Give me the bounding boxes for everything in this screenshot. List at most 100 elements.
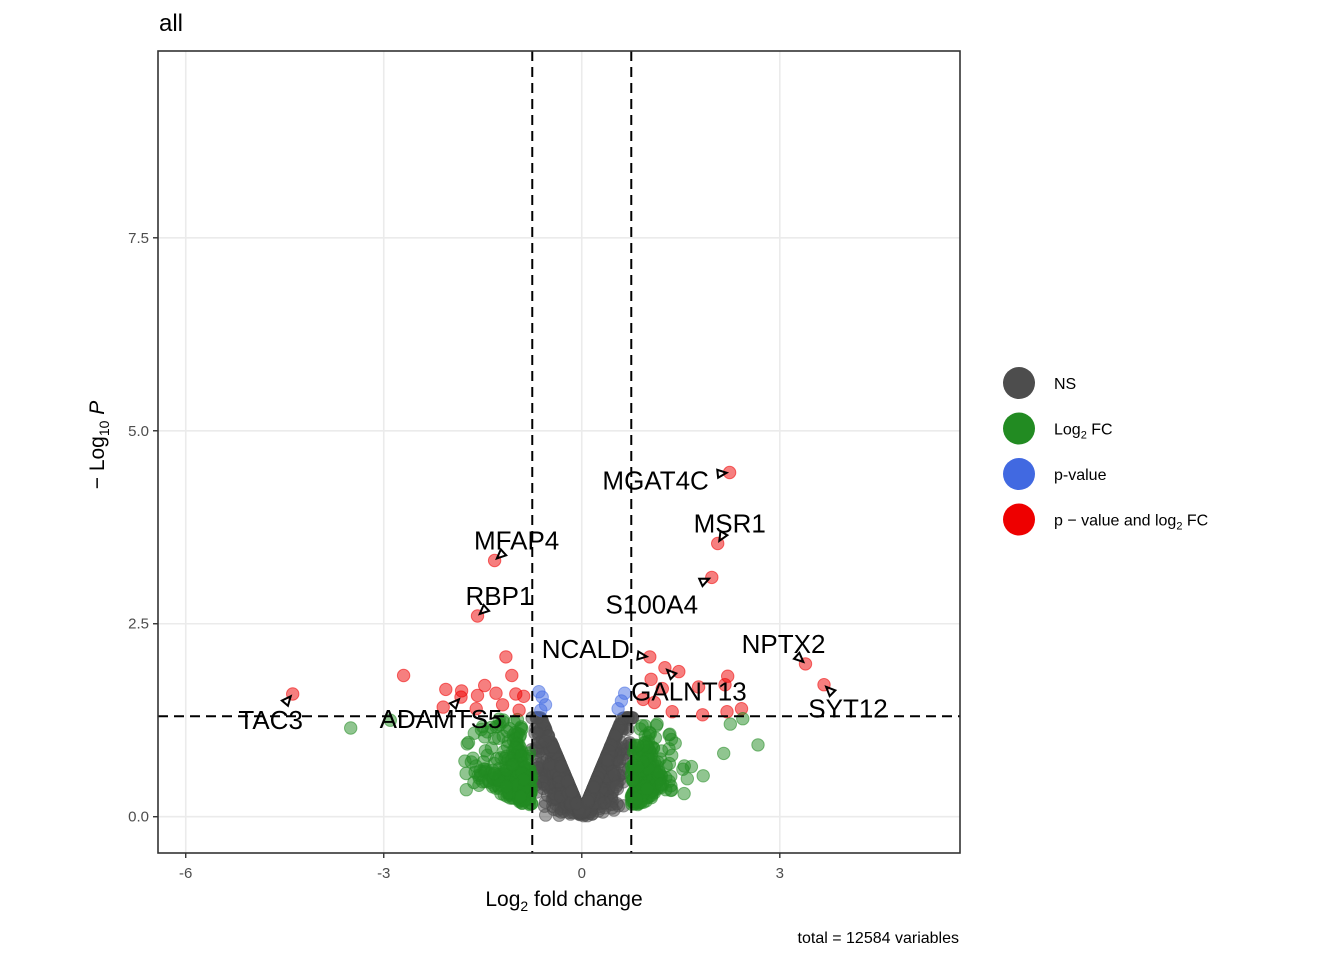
fc-point (717, 746, 731, 761)
y-axis-title: − Log10 P (86, 401, 112, 490)
fc-point (514, 789, 528, 804)
fc-point (502, 721, 517, 736)
sig-point (439, 682, 453, 697)
label-arrow-syt12 (824, 685, 838, 698)
fc-point (751, 738, 765, 752)
label-arrow-msr1 (718, 529, 730, 544)
labeled-point-adamts5 (454, 690, 468, 704)
legend-label-fc_p: p − value and log2 FC (1054, 513, 1208, 533)
ns-point (604, 738, 618, 752)
x-tick-label: 0 (578, 865, 586, 882)
fc-point (680, 772, 694, 786)
label-arrow-tac3 (280, 694, 293, 708)
fc-point (736, 712, 750, 726)
fc-point (654, 744, 669, 758)
x-axis-title: Log2 fold change (485, 888, 642, 914)
fc-point (514, 748, 528, 763)
y-axis-title-p: P (86, 401, 109, 421)
fc-point (459, 783, 473, 797)
x-tick-label: -6 (179, 865, 192, 882)
sig-point (655, 681, 669, 696)
label-arrow-s100a4 (697, 577, 712, 588)
y-tick-label: 5.0 (128, 423, 149, 440)
cutoff-lines (158, 51, 960, 853)
y-tick-label: 2.5 (128, 616, 149, 633)
sig-point (517, 689, 531, 703)
fc-point (489, 720, 503, 734)
sig-point (396, 668, 411, 683)
sig-point (691, 680, 706, 694)
label-arrow-ncald (636, 649, 650, 661)
sig-point (695, 708, 710, 722)
ns-point (609, 779, 623, 794)
fc-point (487, 766, 502, 781)
sig-point (499, 650, 513, 664)
sig-point (720, 705, 734, 719)
fc-point (662, 756, 677, 771)
fc-point (467, 726, 481, 740)
panel-background (158, 51, 960, 853)
caption-total: total = 12584 variables (798, 930, 959, 947)
y-axis-title-main: − Log (86, 436, 109, 489)
fc-point (517, 772, 531, 787)
y-axis-title-sub: 10 (96, 420, 112, 436)
legend: NS Log2 FC p-value p − value and log2 FC (1003, 367, 1208, 536)
x-axis-title-tail: fold change (528, 888, 642, 911)
fc-point (650, 717, 664, 731)
pvalue-point (534, 703, 548, 717)
fc-point (696, 769, 710, 783)
ns-point (542, 757, 556, 772)
fc-point (478, 744, 493, 758)
fc-point (663, 727, 677, 741)
panel-border (157, 50, 961, 854)
label-arrow-nptx2 (792, 651, 806, 664)
sig-point (478, 678, 492, 693)
x-axis-title-main: Log (485, 888, 520, 911)
sig-point (436, 700, 450, 714)
sig-point (512, 703, 526, 717)
fc-point (626, 773, 640, 787)
sig-point (489, 686, 503, 700)
y-tick-label: 0.0 (128, 809, 149, 826)
legend-label-fc: Log2 FC (1054, 422, 1113, 442)
ns-point (597, 795, 612, 810)
y-tick-label: 7.5 (128, 230, 149, 247)
label-arrow-galnt13 (665, 668, 679, 681)
fc-point (499, 779, 513, 794)
fc-point (630, 792, 644, 806)
ns-point (554, 759, 568, 774)
gene-label-galnt13: GALNT13 (631, 677, 747, 707)
legend-key-p (1003, 458, 1035, 490)
x-axis: -6 -3 0 3 (179, 853, 784, 882)
ns-point (601, 753, 615, 768)
gene-label-nptx2: NPTX2 (742, 629, 826, 659)
x-tick-label: 3 (776, 865, 784, 882)
ns-point (581, 794, 595, 808)
fc-point (723, 717, 737, 731)
y-axis: 0.0 2.5 5.0 7.5 (128, 230, 158, 826)
gene-label-rbp1: RBP1 (466, 581, 534, 611)
fc-point (665, 783, 679, 797)
sig-point (647, 695, 662, 710)
sig-point (495, 698, 510, 712)
legend-key-fc (1003, 412, 1035, 445)
fc-point (652, 765, 666, 779)
sig-point (718, 678, 732, 692)
label-arrow-rbp1 (477, 603, 491, 616)
sig-point (665, 705, 679, 719)
fc-point (458, 754, 472, 768)
legend-label-p: p-value (1054, 467, 1107, 484)
ns-point (538, 734, 552, 748)
sig-point (469, 702, 483, 716)
label-arrow-mfap4 (495, 547, 508, 561)
gene-label-adamts5: ADAMTS5 (380, 704, 503, 734)
background-points (459, 711, 699, 823)
fc-point (469, 759, 483, 773)
fc-point (506, 758, 520, 772)
labeled-point-nptx2 (798, 657, 813, 671)
gene-label-mgat4c: MGAT4C (602, 465, 708, 495)
sig-point (644, 672, 658, 686)
gene-label-ncald: NCALD (542, 634, 630, 664)
